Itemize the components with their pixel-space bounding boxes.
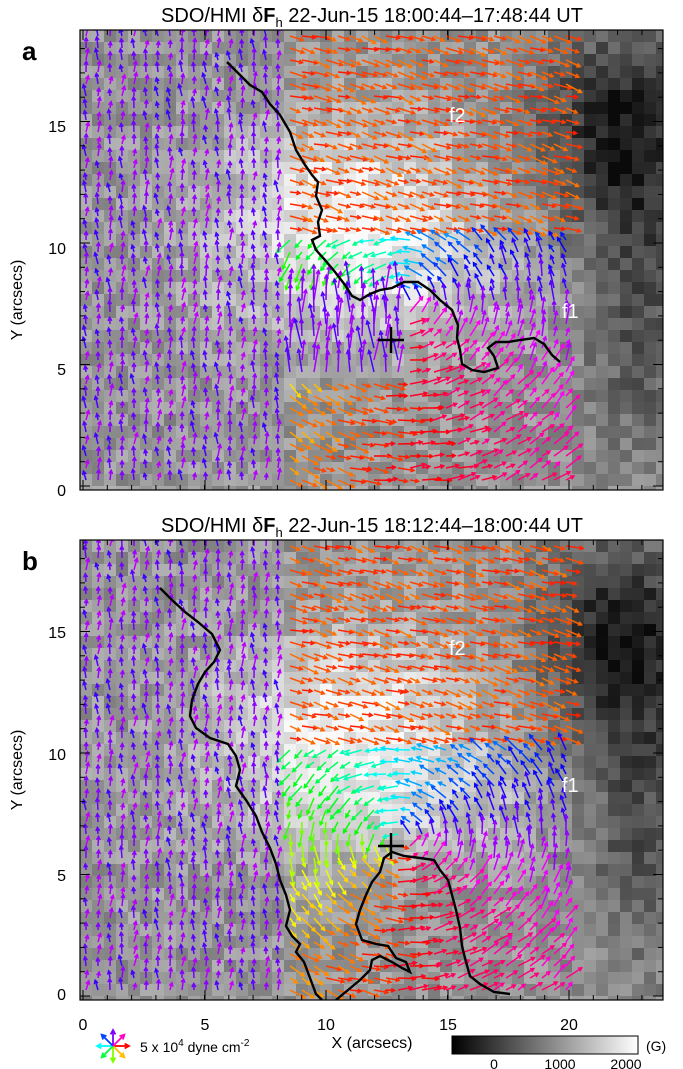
panel-a-label: a — [22, 36, 37, 66]
panel-a-y-tick-15: 15 — [48, 119, 66, 136]
panel-b-ylabel: Y (arcsecs) — [9, 730, 26, 811]
panel-b-title: SDO/HMI δFh 22-Jun-15 18:12:44–18:00:44 … — [161, 515, 583, 540]
panel-a-y-tick-5: 5 — [57, 362, 66, 379]
colorbar: (G) 0 1000 2000 — [451, 1035, 666, 1069]
panel-b-label: b — [22, 546, 38, 576]
panel-a-region-f1: f1 — [562, 301, 579, 323]
panel-a-y-tick-labels: 0 5 10 15 — [48, 119, 66, 500]
panel-b: SDO/HMI δFh 22-Jun-15 18:12:44–18:00:44 … — [9, 515, 664, 1004]
panel-b-pil-contour — [159, 587, 511, 1000]
panel-a-ylabel: Y (arcsecs) — [9, 260, 26, 341]
colorbar-tick-1000: 1000 — [544, 1056, 575, 1069]
panel-a-ticks — [80, 30, 663, 490]
x-tick-10: 10 — [317, 1017, 335, 1034]
panel-b-cross-marker — [378, 833, 404, 859]
panel-a-y-tick-10: 10 — [48, 241, 66, 258]
panel-b-y-tick-15: 15 — [48, 625, 66, 642]
panel-b-y-tick-5: 5 — [57, 868, 66, 885]
xlabel: X (arcsecs) — [332, 1035, 413, 1052]
panel-a-region-f2: f2 — [449, 105, 466, 127]
panel-a: SDO/HMI δFh 22-Jun-15 18:00:44–17:48:44 … — [9, 5, 664, 500]
x-tick-15: 15 — [439, 1017, 457, 1034]
panel-b-region-f2: f2 — [449, 638, 466, 660]
colorbar-tick-2000: 2000 — [610, 1056, 641, 1069]
x-tick-5: 5 — [201, 1017, 210, 1034]
panel-b-ticks — [80, 540, 663, 1000]
panel-b-y-tick-10: 10 — [48, 747, 66, 764]
panel-a-cross-marker — [378, 327, 404, 353]
panel-b-region-f1: f1 — [562, 775, 579, 797]
panel-a-frame — [79, 29, 664, 491]
panel-b-force-vectors — [81, 540, 585, 1000]
x-tick-labels: 0 5 10 15 20 — [79, 1017, 578, 1034]
x-tick-20: 20 — [560, 1017, 578, 1034]
colorbar-unit: (G) — [646, 1038, 666, 1054]
panel-b-frame — [79, 539, 664, 1001]
panel-a-title: SDO/HMI δFh 22-Jun-15 18:00:44–17:48:44 … — [161, 5, 583, 30]
panel-b-y-tick-0: 0 — [57, 987, 66, 1004]
x-tick-0: 0 — [79, 1017, 88, 1034]
panel-a-force-vectors — [81, 30, 584, 490]
vector-legend-rose — [95, 1028, 131, 1064]
colorbar-gradient — [451, 1035, 639, 1055]
vector-legend-label: 5 x 104 dyne cm-2 — [140, 1038, 250, 1055]
colorbar-tick-0: 0 — [490, 1056, 498, 1069]
panel-a-y-tick-0: 0 — [57, 483, 66, 500]
panel-b-y-tick-labels: 0 5 10 15 — [48, 625, 66, 1004]
panel-a-pil-contour — [226, 61, 561, 374]
